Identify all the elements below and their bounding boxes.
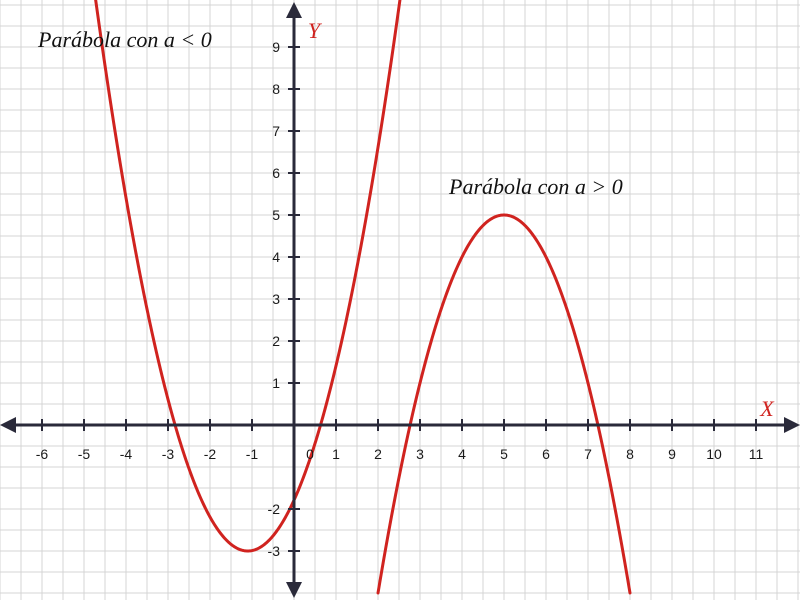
x-tick-label: 1: [332, 446, 340, 462]
y-tick-label: -2: [268, 501, 281, 517]
y-tick-label: 2: [272, 333, 280, 349]
x-tick-label: 9: [668, 446, 676, 462]
y-tick-label: 8: [272, 81, 280, 97]
y-tick-label: -3: [268, 543, 281, 559]
x-tick-label: -4: [120, 446, 133, 462]
origin-label: 0: [306, 446, 314, 462]
y-axis-arrow-bottom: [286, 582, 302, 598]
annotation-parabola-up: Parábola con a < 0: [37, 27, 212, 52]
x-tick-label: 4: [458, 446, 466, 462]
x-tick-label: -3: [162, 446, 175, 462]
parabola-curve-2: [376, 213, 632, 595]
x-tick-label: -6: [36, 446, 49, 462]
x-axis-title: X: [759, 396, 775, 421]
x-tick-label: 6: [542, 446, 550, 462]
x-tick-label: -1: [246, 446, 259, 462]
y-tick-label: 4: [272, 249, 280, 265]
x-tick-label: 5: [500, 446, 508, 462]
x-tick-label: 3: [416, 446, 424, 462]
y-axis-arrow-top: [286, 2, 302, 18]
x-tick-label: 11: [749, 446, 764, 462]
x-tick-label: -2: [204, 446, 217, 462]
y-tick-label: 9: [272, 39, 280, 55]
y-axis-title: Y: [308, 18, 323, 43]
x-tick-label: 10: [706, 446, 722, 462]
y-tick-label: 3: [272, 291, 280, 307]
y-tick-label: 6: [272, 165, 280, 181]
x-axis-arrow-right: [784, 417, 800, 433]
x-axis-arrow-left: [0, 417, 16, 433]
ticks: -6 -5 -4 -3 -2 -1 1 2 3 4 5 6 7 8 9 10 11 -3 -2 1 2 3 4 5 6 7 8 9: [36, 39, 764, 559]
y-tick-label: 7: [272, 123, 280, 139]
x-tick-label: 8: [626, 446, 634, 462]
x-tick-label: 7: [584, 446, 592, 462]
annotation-parabola-down: Parábola con a > 0: [448, 174, 623, 199]
curves: [94, 0, 632, 595]
x-tick-label: -5: [78, 446, 91, 462]
x-tick-label: 2: [374, 446, 382, 462]
y-tick-label: 5: [272, 207, 280, 223]
parabola-curve-1: [94, 0, 402, 553]
y-tick-label: 1: [272, 375, 280, 391]
